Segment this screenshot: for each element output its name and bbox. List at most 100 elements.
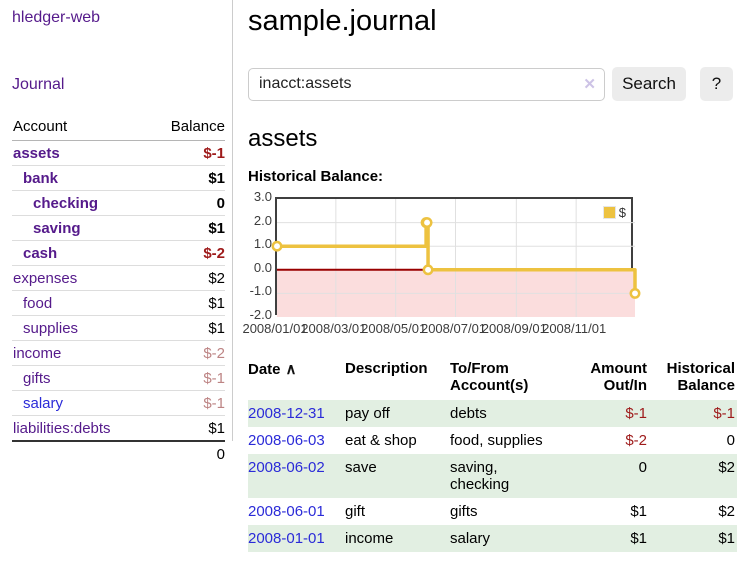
account-heading: assets (248, 125, 318, 152)
account-row: expenses $2 (12, 265, 225, 291)
transaction-accounts: food, supplies (450, 432, 543, 449)
accounts-table: Account Balance assets $-1 bank $1 checking 0… (12, 115, 225, 466)
transaction-date-link[interactable]: 2008-06-01 (248, 503, 325, 520)
sidebar-account-link-supplies[interactable]: supplies (23, 320, 79, 337)
transaction-date-link[interactable]: 2008-06-02 (248, 459, 325, 476)
register-row: 2008-01-01 income salary $1 $1 (248, 525, 737, 552)
transaction-description: pay off (345, 405, 390, 422)
chart-data-marker (629, 287, 641, 299)
search-form: ✕ Search ? (248, 67, 737, 101)
account-row: food $1 (12, 290, 225, 316)
account-row: liabilities:debts $1 (12, 415, 225, 442)
account-row: supplies $1 (12, 315, 225, 341)
transaction-accounts: salary (450, 530, 491, 547)
chart-title: Historical Balance: (248, 168, 384, 185)
account-balance: $1 (148, 415, 225, 442)
transaction-date-link[interactable]: 2008-01-01 (248, 530, 325, 547)
sidebar-item-journal[interactable]: Journal (12, 76, 65, 93)
account-balance: 0 (148, 190, 225, 216)
chart-data-marker (421, 217, 433, 229)
sidebar-account-link-bank[interactable]: bank (23, 170, 59, 187)
register-header-date[interactable]: Date ∧ (248, 361, 297, 378)
account-row: salary $-1 (12, 390, 225, 416)
account-balance: $1 (148, 165, 225, 191)
chart-data-marker (271, 240, 283, 252)
account-balance: $1 (148, 315, 225, 341)
transaction-date-link[interactable]: 2008-12-31 (248, 405, 325, 422)
account-row: saving $1 (12, 215, 225, 241)
help-button[interactable]: ? (700, 67, 733, 101)
sidebar-account-link-expenses[interactable]: expenses (13, 270, 78, 287)
y-axis-tick-label: -1.0 (249, 283, 272, 299)
chart-data-marker (422, 264, 434, 276)
sidebar-account-link-saving[interactable]: saving (33, 220, 81, 237)
transaction-balance: $-1 (713, 405, 735, 422)
transaction-date-link[interactable]: 2008-06-03 (248, 432, 325, 449)
legend-label: $ (618, 205, 626, 220)
register-row: 2008-12-31 pay off debts $-1 $-1 (248, 400, 737, 427)
transaction-balance: $2 (718, 459, 735, 476)
transaction-description: income (345, 530, 394, 547)
account-balance: $-1 (148, 390, 225, 416)
transaction-accounts: saving, checking (450, 459, 510, 493)
transaction-balance: 0 (726, 432, 735, 449)
transaction-accounts: gifts (450, 503, 478, 520)
register-row: 2008-06-02 save saving, checking 0 $2 (248, 454, 737, 498)
account-row: checking 0 (12, 190, 225, 216)
search-button[interactable]: Search (612, 67, 686, 101)
y-axis-tick-label: 0.0 (253, 259, 272, 275)
account-balance: $-2 (148, 240, 225, 266)
register-header-row: Date ∧ Description To/From Account(s) Amou… (248, 357, 737, 400)
transaction-balance: $1 (718, 530, 735, 547)
transaction-amount: 0 (638, 459, 647, 476)
transaction-amount: $1 (630, 503, 647, 520)
sidebar-account-link-cash[interactable]: cash (23, 245, 58, 262)
clear-search-icon[interactable]: ✕ (583, 75, 596, 93)
app-title-link[interactable]: hledger-web (12, 9, 101, 26)
account-row: income $-2 (12, 340, 225, 366)
x-axis-tick-label: 2008/07/01 (420, 321, 487, 336)
register-header-description: Description (345, 360, 428, 377)
account-balance: $2 (148, 265, 225, 291)
register-table-body: 2008-12-31 pay off debts $-1 $-1 2008-06-03 ea… (248, 400, 737, 552)
transaction-description: gift (345, 503, 366, 520)
y-axis-tick-label: 1.0 (253, 236, 272, 252)
legend-swatch-icon (602, 206, 616, 219)
page-title: sample.journal (248, 5, 437, 37)
account-row: cash $-2 (12, 240, 225, 266)
sidebar: hledger-web Journal Account Balance asse… (0, 0, 233, 466)
sidebar-account-link-gifts[interactable]: gifts (23, 370, 51, 387)
y-axis-tick-label: 3.0 (253, 189, 272, 204)
accounts-table-body: assets $-1 bank $1 checking 0 saving $1 cash $-2 e… (12, 140, 225, 466)
search-input[interactable] (248, 67, 605, 101)
chart-plot-area[interactable]: $ (271, 197, 641, 317)
historical-balance-chart: $ 3.0 2.0 1.0 0.0 -1.0 -2.0 2008/01/01 2008/03/… (242, 189, 737, 341)
transaction-amount: $1 (630, 530, 647, 547)
sidebar-account-link-food[interactable]: food (23, 295, 53, 312)
sidebar-account-link-salary[interactable]: salary (23, 395, 64, 412)
x-axis-tick-label: 2008/01/01 (242, 321, 308, 336)
transaction-description: save (345, 459, 377, 476)
chart-legend: $ (602, 205, 626, 220)
transaction-balance: $2 (718, 503, 735, 520)
register-header-balance: Historical Balance (666, 360, 735, 394)
sort-asc-icon: ∧ (285, 361, 297, 378)
x-axis-tick-label: 2008/09/01 (481, 321, 547, 336)
sidebar-account-link-assets[interactable]: assets (13, 145, 60, 162)
account-balance: $-1 (148, 365, 225, 391)
transaction-amount: $-2 (625, 432, 647, 449)
account-balance: $-2 (148, 340, 225, 366)
chart-canvas (271, 199, 641, 317)
sidebar-account-link-income[interactable]: income (13, 345, 62, 362)
sidebar-account-link-checking[interactable]: checking (33, 195, 99, 212)
main-content: sample.journal ✕ Search ? assets Histori… (242, 0, 737, 552)
transaction-accounts: debts (450, 405, 487, 422)
y-axis-tick-label: -2.0 (249, 307, 272, 322)
y-axis-tick-label: 2.0 (253, 212, 272, 228)
register-table: Date ∧ Description To/From Account(s) Amou… (248, 357, 737, 552)
account-row: assets $-1 (12, 140, 225, 166)
x-axis-tick-label: 2008/03/01 (301, 321, 367, 336)
account-row: gifts $-1 (12, 365, 225, 391)
sidebar-account-link-liabilities-debts[interactable]: liabilities:debts (13, 420, 111, 437)
account-row: bank $1 (12, 165, 225, 191)
